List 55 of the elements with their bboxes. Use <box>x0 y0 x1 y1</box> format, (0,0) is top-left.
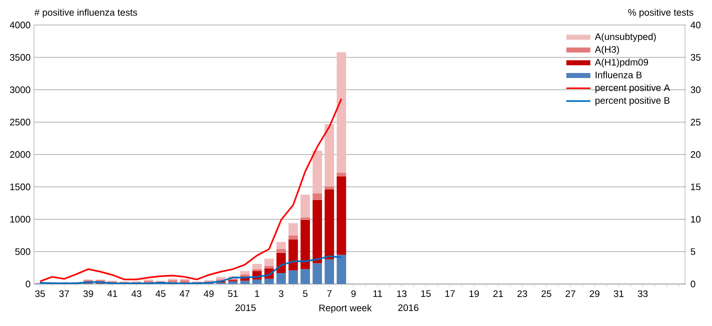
x-tick-label: 51 <box>228 290 238 297</box>
x-tick-label: 33 <box>638 290 648 298</box>
x-tick-label: 49 <box>204 290 214 298</box>
text: 2016 <box>398 304 418 312</box>
x-tick-label: 27 <box>566 290 576 297</box>
x-tick-label: 17 <box>445 290 455 297</box>
legend-label: A(H3) <box>594 46 619 55</box>
x-tick-label: 47 <box>180 290 190 297</box>
y2-tick-label: 5 <box>690 248 696 255</box>
x-tick-label: 23 <box>517 290 528 298</box>
x-tick-label: 35 <box>35 290 45 298</box>
legend-label: A(unsubtyped) <box>594 33 656 42</box>
y-tick-label: 1500 <box>10 184 30 190</box>
y2-axis-title: % positive tests <box>628 8 694 18</box>
legend-label: Influenza B <box>596 71 642 78</box>
y2-tick-label: 25 <box>690 118 700 126</box>
x-tick-label: 31 <box>614 290 624 298</box>
y2-tick-label: 35 <box>690 54 700 61</box>
legend-label: percent positive B <box>595 96 670 106</box>
x-tick-label: 7 <box>327 290 332 297</box>
x-tick-label: 29 <box>590 290 600 298</box>
x-tick-label: 43 <box>131 290 142 298</box>
y-tick-label: 3500 <box>10 54 30 61</box>
y-tick-label: 3000 <box>10 86 30 94</box>
x-tick-label: 1 <box>255 290 260 297</box>
y-tick-label: 2500 <box>10 118 30 126</box>
y2-tick-label: 10 <box>691 216 701 223</box>
x-tick-label: 9 <box>351 290 356 298</box>
legend-label: percent positive A <box>595 84 670 93</box>
y-axis-title: # positive influenza tests <box>34 8 138 18</box>
x-tick-label: 13 <box>397 290 407 298</box>
x-tick-label: 15 <box>421 290 431 297</box>
x-tick-label: 3 <box>278 290 284 298</box>
legend-label: A(H1)pdm09 <box>594 58 648 68</box>
y-tick-label: 1000 <box>10 216 30 223</box>
x-tick-label: 41 <box>107 290 118 297</box>
text: 2015 <box>236 304 256 312</box>
y-tick-label: 0 <box>26 280 30 288</box>
y2-tick-label: 30 <box>690 86 701 94</box>
x-tick-label: 21 <box>493 290 503 297</box>
x-tick-label: 25 <box>542 290 552 298</box>
y-tick-label: 4000 <box>10 22 30 28</box>
y2-tick-label: 0 <box>690 280 696 288</box>
x-tick-label: 19 <box>469 290 479 298</box>
x-tick-label: 37 <box>59 290 69 298</box>
x-tick-label: 45 <box>156 290 166 297</box>
y2-tick-label: 20 <box>690 151 701 158</box>
x-tick-label: 11 <box>373 290 382 297</box>
x-tick-label: 5 <box>302 290 308 297</box>
y-tick-label: 2000 <box>10 151 30 158</box>
y-tick-label: 500 <box>15 248 30 255</box>
y2-tick-label: 40 <box>690 22 701 28</box>
x-tick-label: 39 <box>83 290 94 298</box>
x-axis-title: Report week <box>319 304 372 314</box>
y2-tick-label: 15 <box>691 184 700 190</box>
